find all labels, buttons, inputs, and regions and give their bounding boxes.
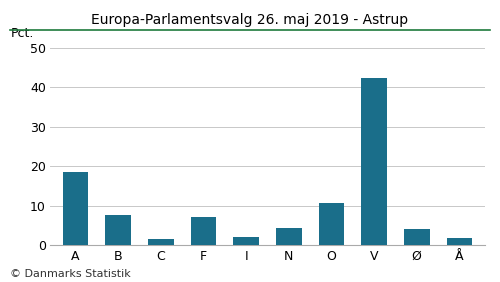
Bar	[362, 78, 387, 245]
Bar	[234, 237, 259, 245]
Text: Pct.: Pct.	[11, 27, 34, 40]
Bar	[106, 215, 131, 245]
Bar	[318, 203, 344, 245]
Bar	[404, 229, 429, 245]
Bar	[148, 239, 174, 245]
Text: © Danmarks Statistik: © Danmarks Statistik	[10, 269, 131, 279]
Bar	[190, 217, 216, 245]
Text: Europa-Parlamentsvalg 26. maj 2019 - Astrup: Europa-Parlamentsvalg 26. maj 2019 - Ast…	[92, 13, 408, 27]
Bar	[63, 172, 88, 245]
Bar	[276, 228, 301, 245]
Bar	[446, 238, 472, 245]
